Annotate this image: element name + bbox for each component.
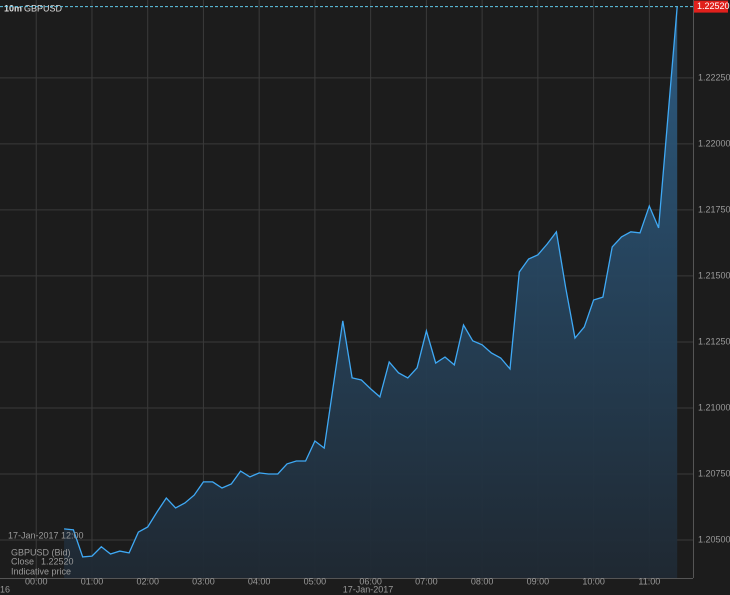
chart-title: GBPUSD — [24, 3, 63, 13]
y-tick-label: 1.22250 — [698, 72, 730, 82]
y-tick-label: 1.21000 — [698, 402, 730, 412]
y-tick-label: 1.21250 — [698, 336, 730, 346]
x-tick-label: 02:00 — [136, 576, 159, 586]
interval: 10m — [4, 3, 22, 13]
x-tick-label: 04:00 — [248, 576, 271, 586]
x-tick-label: 00:00 — [25, 576, 48, 586]
price-line — [64, 6, 678, 558]
info-date: 17-Jan-2017 12:00 — [8, 530, 84, 540]
info-close-label: Close — [11, 556, 34, 566]
x-tick-label: 09:00 — [527, 576, 550, 586]
y-tick-label: 1.21750 — [698, 204, 730, 214]
info-series: GBPUSD (Bid) — [11, 547, 71, 557]
y-tick-label: 1.21500 — [698, 270, 730, 280]
x-tick-label: 01:00 — [81, 576, 104, 586]
date-label: 16 — [0, 584, 10, 594]
last-price-label: 1.22520 — [697, 1, 730, 11]
y-tick-label: 1.20500 — [698, 534, 730, 544]
area-fill — [64, 6, 678, 579]
date-label: 17-Jan-2017 — [343, 584, 394, 594]
x-tick-label: 06:00 — [359, 576, 382, 586]
y-tick-label: 1.20750 — [698, 468, 730, 478]
y-tick-label: 1.22000 — [698, 138, 730, 148]
x-tick-label: 11:00 — [638, 576, 660, 586]
info-note: Indicative price — [11, 566, 71, 576]
x-tick-label: 08:00 — [471, 576, 494, 586]
last-price-badge — [694, 0, 728, 13]
info-close: 1.22520 — [41, 556, 74, 566]
x-tick-label: 05:00 — [304, 576, 327, 586]
x-tick-label: 03:00 — [192, 576, 215, 586]
x-tick-label: 07:00 — [415, 576, 438, 586]
x-tick-label: 10:00 — [582, 576, 605, 586]
